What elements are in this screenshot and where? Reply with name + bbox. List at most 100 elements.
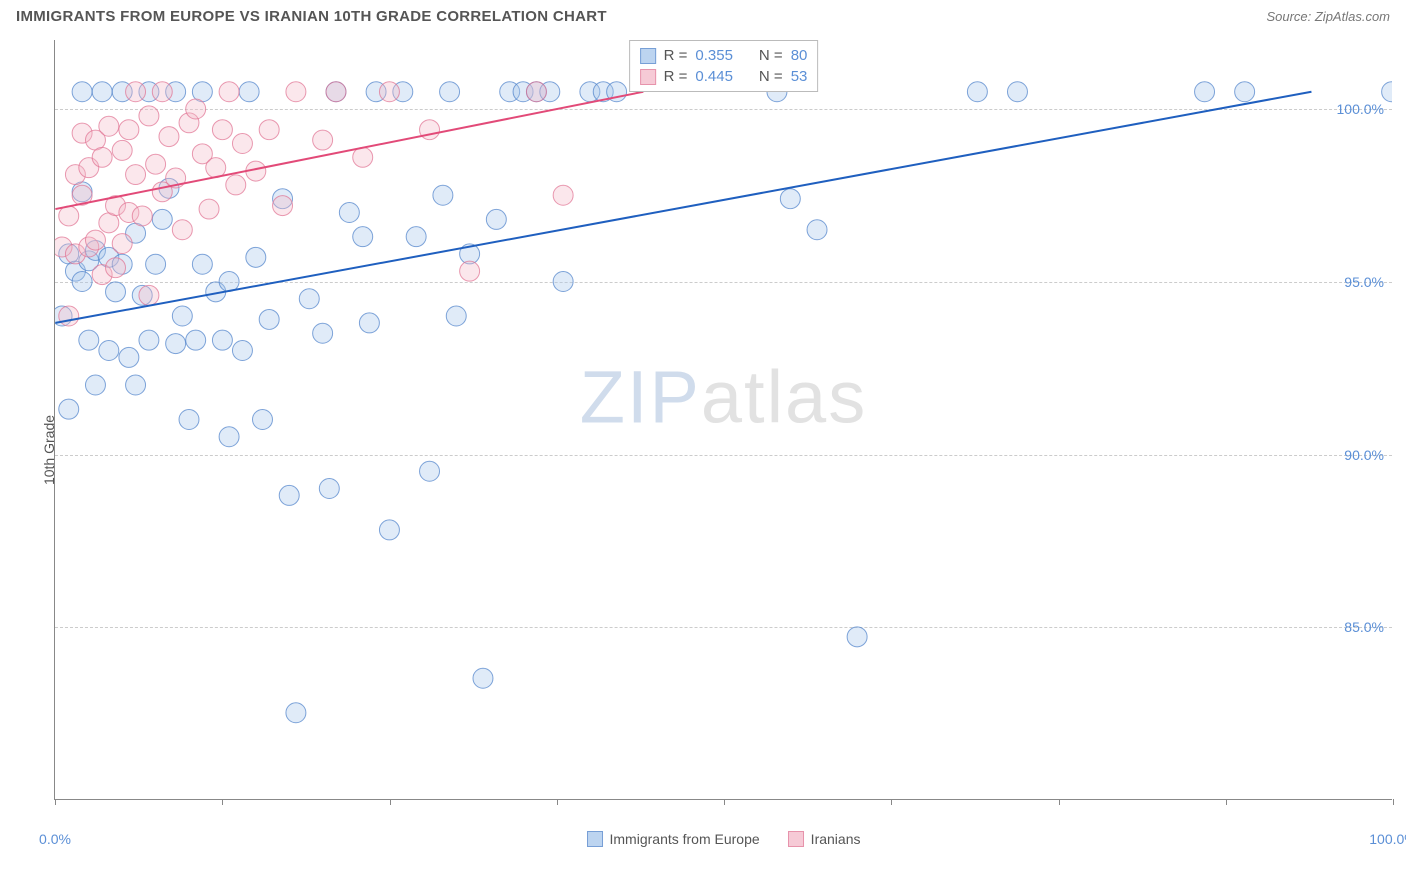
data-point: [212, 330, 232, 350]
x-tick: [557, 799, 558, 805]
source-attribution: Source: ZipAtlas.com: [1266, 9, 1390, 24]
data-point: [219, 427, 239, 447]
data-point: [313, 323, 333, 343]
x-tick: [55, 799, 56, 805]
data-point: [1007, 82, 1027, 102]
data-point: [232, 341, 252, 361]
data-point: [146, 154, 166, 174]
data-point: [212, 120, 232, 140]
data-point: [339, 203, 359, 223]
data-point: [780, 189, 800, 209]
data-point: [553, 185, 573, 205]
data-point: [152, 209, 172, 229]
data-point: [473, 668, 493, 688]
data-point: [85, 230, 105, 250]
data-point: [319, 479, 339, 499]
legend-item: Immigrants from Europe: [587, 831, 760, 847]
stats-swatch: [640, 48, 656, 64]
data-point: [219, 272, 239, 292]
legend-label: Iranians: [811, 831, 861, 847]
data-point: [406, 227, 426, 247]
scatter-svg: [55, 40, 1392, 799]
data-point: [440, 82, 460, 102]
data-point: [239, 82, 259, 102]
data-point: [1235, 82, 1255, 102]
data-point: [166, 334, 186, 354]
data-point: [139, 285, 159, 305]
data-point: [132, 206, 152, 226]
data-point: [807, 220, 827, 240]
data-point: [146, 254, 166, 274]
data-point: [92, 147, 112, 167]
data-point: [186, 330, 206, 350]
stats-row: R = 0.355 N = 80: [640, 45, 808, 66]
data-point: [59, 399, 79, 419]
legend-item: Iranians: [788, 831, 861, 847]
data-point: [126, 165, 146, 185]
legend-swatch: [788, 831, 804, 847]
data-point: [326, 82, 346, 102]
data-point: [259, 120, 279, 140]
x-tick: [1393, 799, 1394, 805]
data-point: [253, 410, 273, 430]
stats-n-label: N =: [759, 68, 783, 85]
data-point: [152, 82, 172, 102]
data-point: [246, 247, 266, 267]
data-point: [379, 520, 399, 540]
data-point: [186, 99, 206, 119]
x-tick: [1226, 799, 1227, 805]
data-point: [99, 116, 119, 136]
data-point: [172, 220, 192, 240]
data-point: [139, 106, 159, 126]
stats-r-value: 0.445: [695, 68, 733, 85]
data-point: [1195, 82, 1215, 102]
data-point: [85, 375, 105, 395]
data-point: [313, 130, 333, 150]
x-tick: [724, 799, 725, 805]
x-tick-label: 0.0%: [39, 831, 71, 847]
legend-label: Immigrants from Europe: [610, 831, 760, 847]
data-point: [1382, 82, 1392, 102]
regression-line: [55, 92, 1311, 323]
data-point: [59, 306, 79, 326]
data-point: [353, 147, 373, 167]
data-point: [126, 82, 146, 102]
legend-swatch: [587, 831, 603, 847]
data-point: [159, 127, 179, 147]
data-point: [526, 82, 546, 102]
data-point: [259, 309, 279, 329]
data-point: [967, 82, 987, 102]
stats-legend-box: R = 0.355 N = 80 R = 0.445 N = 53: [629, 40, 819, 92]
stats-r-label: R =: [664, 47, 688, 64]
data-point: [353, 227, 373, 247]
data-point: [106, 282, 126, 302]
chart-title: IMMIGRANTS FROM EUROPE VS IRANIAN 10TH G…: [16, 8, 607, 25]
data-point: [119, 347, 139, 367]
data-point: [359, 313, 379, 333]
plot-area: R = 0.355 N = 80 R = 0.445 N = 53 ZIPatl…: [54, 40, 1392, 800]
data-point: [460, 261, 480, 281]
x-tick-label: 100.0%: [1369, 831, 1406, 847]
stats-n-value: 80: [791, 47, 808, 64]
data-point: [106, 258, 126, 278]
data-point: [273, 196, 293, 216]
data-point: [486, 209, 506, 229]
bottom-legend: Immigrants from Europe Iranians: [587, 831, 861, 847]
data-point: [420, 461, 440, 481]
data-point: [112, 234, 132, 254]
stats-row: R = 0.445 N = 53: [640, 66, 808, 87]
data-point: [206, 158, 226, 178]
data-point: [226, 175, 246, 195]
stats-n-label: N =: [759, 47, 783, 64]
stats-swatch: [640, 69, 656, 85]
data-point: [847, 627, 867, 647]
data-point: [232, 134, 252, 154]
data-point: [79, 330, 99, 350]
data-point: [112, 140, 132, 160]
data-point: [379, 82, 399, 102]
x-tick: [891, 799, 892, 805]
data-point: [433, 185, 453, 205]
data-point: [219, 82, 239, 102]
stats-r-value: 0.355: [695, 47, 733, 64]
data-point: [92, 82, 112, 102]
